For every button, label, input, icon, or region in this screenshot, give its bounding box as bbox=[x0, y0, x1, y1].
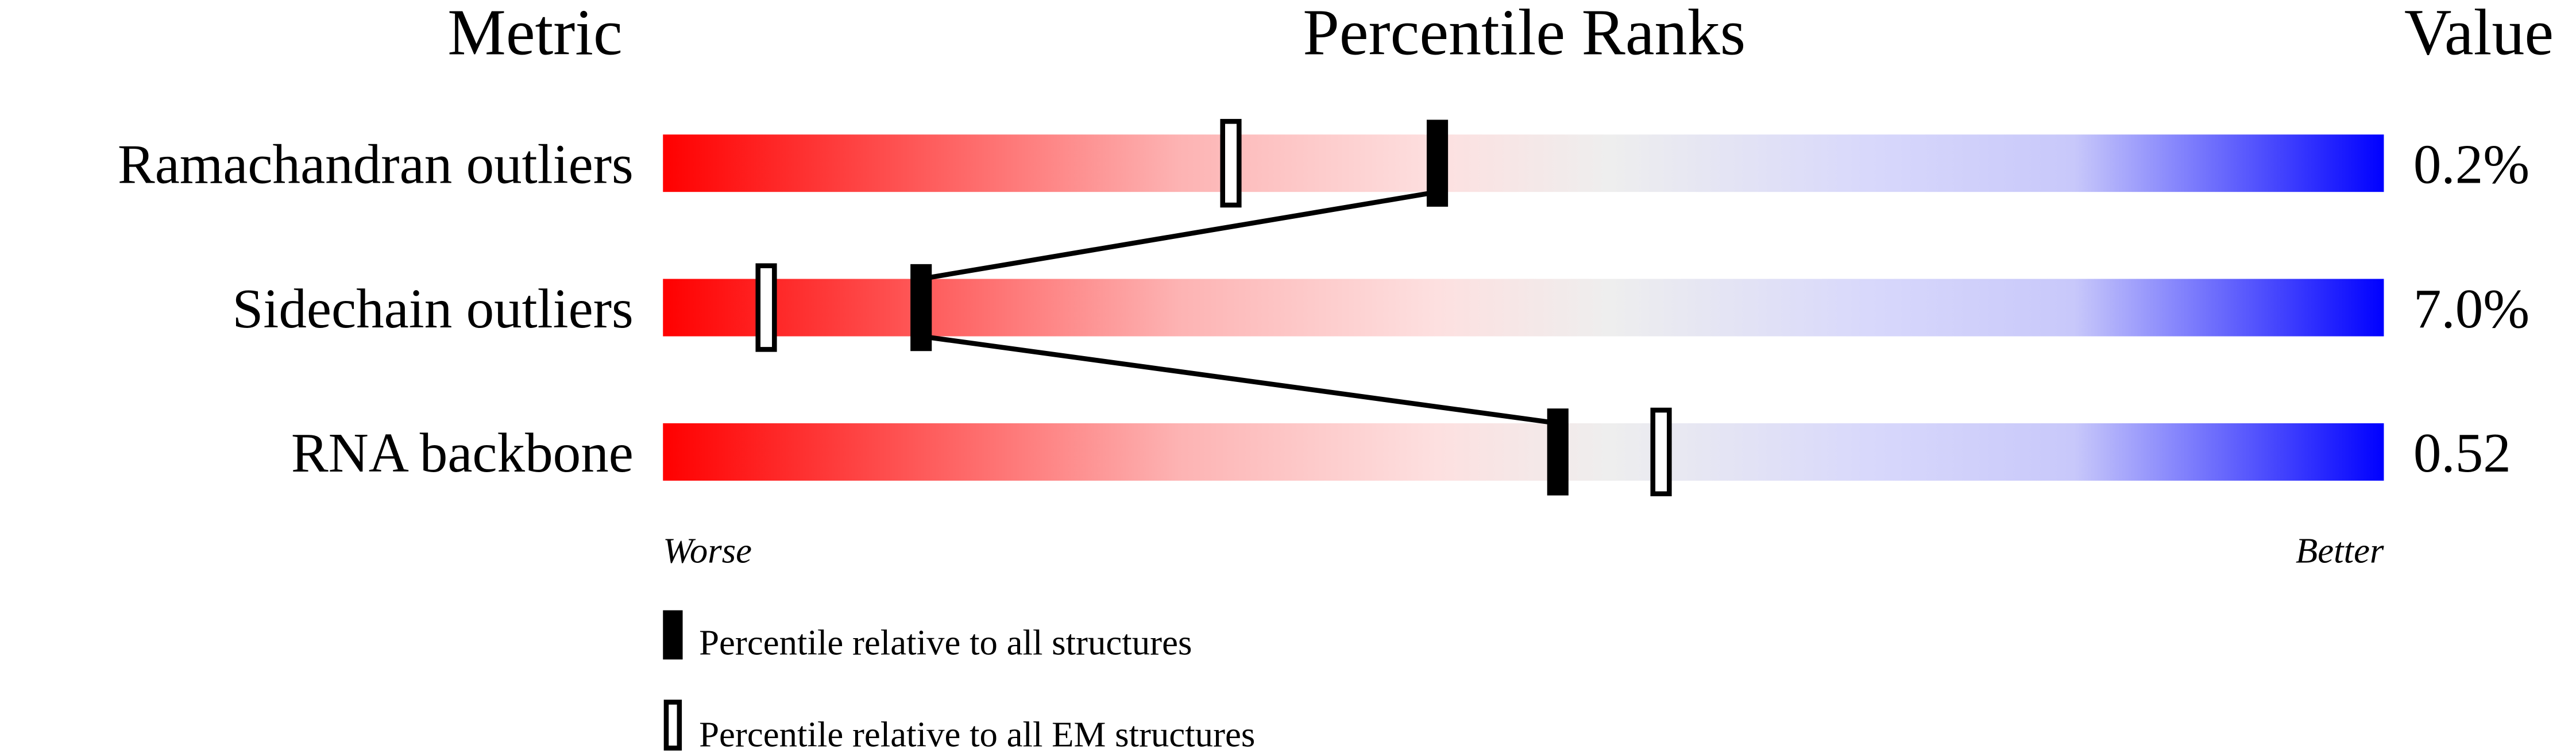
marker-all-structures bbox=[1547, 408, 1569, 496]
axis-better-label: Better bbox=[2296, 531, 2384, 571]
percentile-bar bbox=[663, 279, 2384, 337]
legend-em-marker bbox=[663, 700, 682, 751]
metric-value: 0.2% bbox=[2413, 133, 2529, 195]
connector-line bbox=[920, 189, 1438, 281]
marker-em-structures bbox=[1220, 119, 1242, 208]
metric-value: 0.52 bbox=[2413, 422, 2511, 484]
legend-all-label: Percentile relative to all structures bbox=[699, 623, 1192, 663]
marker-em-structures bbox=[755, 263, 777, 352]
marker-all-structures bbox=[1426, 119, 1449, 207]
metric-label: RNA backbone bbox=[291, 422, 634, 484]
marker-all-structures bbox=[910, 264, 932, 352]
header-value: Value bbox=[2404, 0, 2554, 68]
percentile-bar bbox=[663, 134, 2384, 192]
percentile-bar bbox=[663, 423, 2384, 481]
legend-em-label: Percentile relative to all EM structures bbox=[699, 715, 1255, 753]
connector-line bbox=[921, 334, 1558, 426]
axis-worse-label: Worse bbox=[663, 531, 752, 571]
metric-label: Sidechain outliers bbox=[232, 278, 634, 340]
metric-value: 7.0% bbox=[2413, 278, 2529, 340]
marker-em-structures bbox=[1650, 407, 1672, 497]
header-metric: Metric bbox=[447, 0, 622, 68]
metric-label: Ramachandran outliers bbox=[118, 133, 634, 195]
legend-all-marker bbox=[663, 610, 683, 660]
header-percentile-ranks: Percentile Ranks bbox=[1303, 0, 1745, 68]
